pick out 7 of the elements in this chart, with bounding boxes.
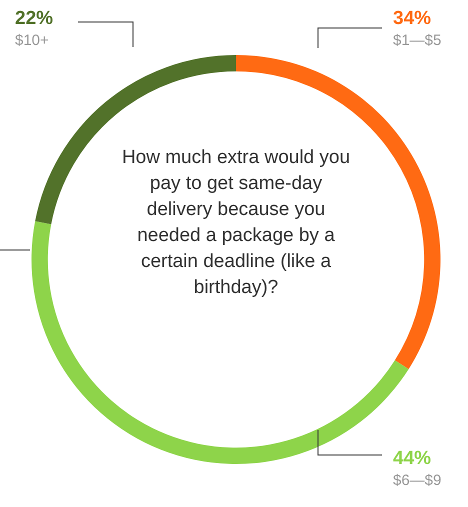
slice-label: $6—$9 [393, 472, 442, 489]
slice-label: $1—$5 [393, 32, 442, 49]
data-label: 44% [393, 448, 432, 469]
slice-label: $10+ [15, 32, 50, 49]
text: How much extra would you pay to get same-day delivery because you needed a package by a certain deadline (like a birthday)? [120, 146, 352, 300]
data-label: 22% [15, 8, 54, 29]
data-label: 34% [393, 8, 432, 29]
